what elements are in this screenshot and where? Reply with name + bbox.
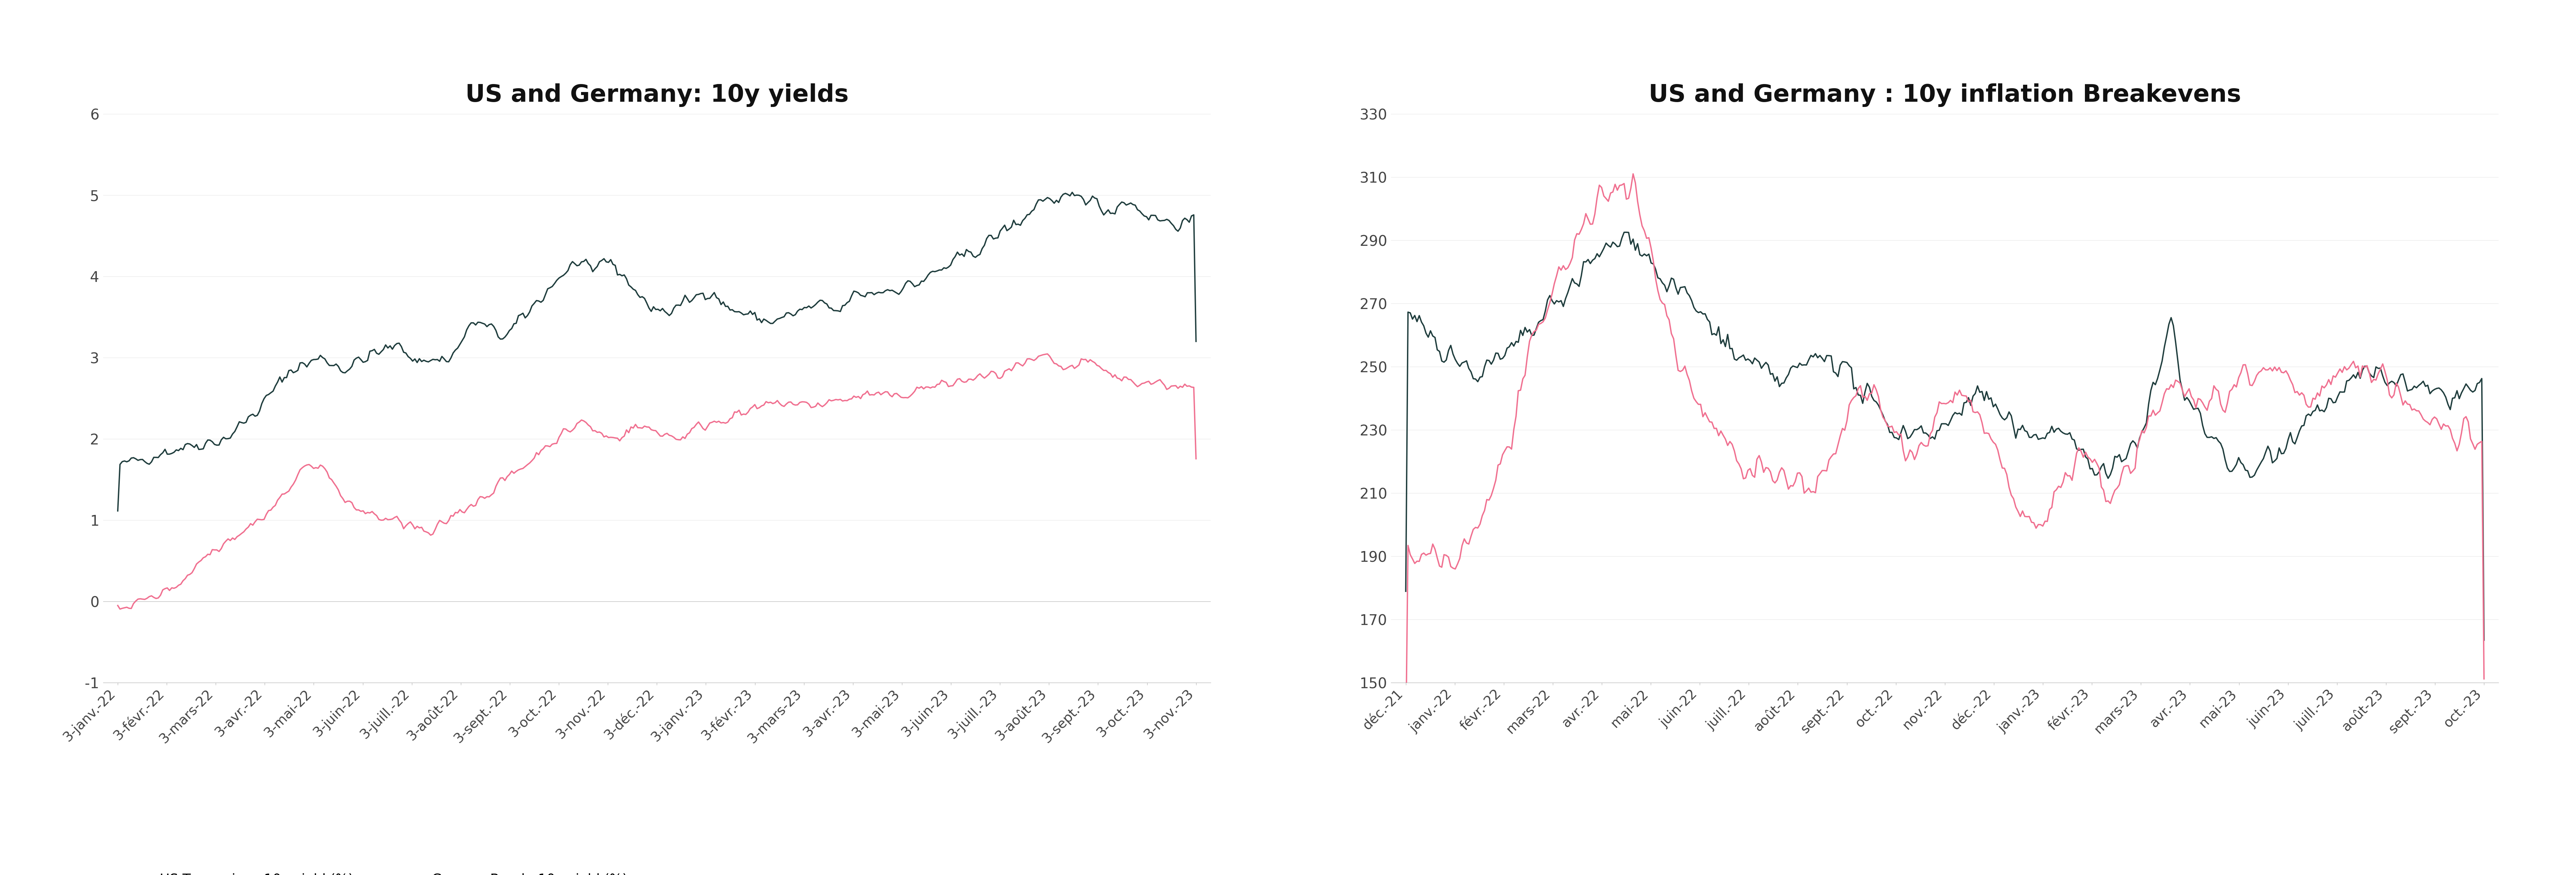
- Legend: US Treasuries : 10y Inflation Breakeven (bp), German Bund : 10y Inflation Breake: US Treasuries : 10y Inflation Breakeven …: [1399, 871, 1752, 875]
- Title: US and Germany: 10y yields: US and Germany: 10y yields: [466, 83, 848, 107]
- Title: US and Germany : 10y inflation Breakevens: US and Germany : 10y inflation Breakeven…: [1649, 83, 2241, 107]
- Legend: US Treasuries : 10y yield (%), German Bund : 10y yield (%): US Treasuries : 10y yield (%), German Bu…: [111, 868, 634, 875]
